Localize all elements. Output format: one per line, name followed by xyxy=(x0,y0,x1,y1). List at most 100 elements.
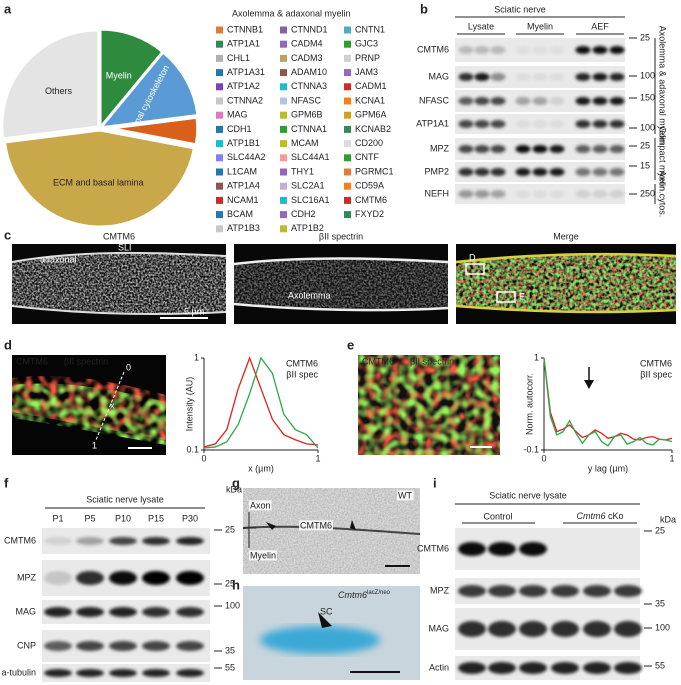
image-label: SC xyxy=(320,606,333,616)
blot-band xyxy=(519,585,547,597)
blot-band xyxy=(519,662,547,674)
series-line xyxy=(203,356,319,449)
legend-item: THY1 xyxy=(291,166,314,176)
blot-band xyxy=(109,607,137,617)
legend-swatch xyxy=(280,40,287,48)
blot-band xyxy=(609,168,625,176)
arrowhead xyxy=(584,380,594,389)
roi-box xyxy=(496,291,516,303)
x-tick-label: 0 xyxy=(541,453,546,463)
legend-item: NCAM1 xyxy=(227,195,259,205)
marker-kda: 25 xyxy=(655,525,665,535)
blot-band xyxy=(44,669,72,677)
blot-band xyxy=(614,662,642,674)
legend-item: CADM4 xyxy=(291,39,323,49)
blot-band xyxy=(515,168,531,176)
blot-band xyxy=(575,168,591,176)
blot-band xyxy=(76,669,104,677)
blot-title: Sciatic nerve xyxy=(494,4,546,14)
series-line xyxy=(543,357,673,447)
legend-entry: βII spec xyxy=(640,369,672,379)
legend-item: PGRMC1 xyxy=(355,166,394,176)
blot-band xyxy=(76,641,104,651)
blot-band xyxy=(142,537,170,545)
blot-band xyxy=(592,190,608,198)
blot-band xyxy=(532,168,548,176)
label-bg xyxy=(249,500,272,511)
blot-band xyxy=(109,537,137,545)
pie-slice xyxy=(5,130,194,227)
legend-item: ATP1B2 xyxy=(291,223,324,233)
blot-band xyxy=(575,73,591,81)
legend-item: L1CAM xyxy=(227,166,257,176)
legend-title: Axolemma & adaxonal myelin xyxy=(232,8,351,18)
legend-item: CTNNA2 xyxy=(227,95,263,105)
blot-band xyxy=(458,73,474,81)
blot-band xyxy=(532,145,548,153)
annotation: E xyxy=(519,291,525,301)
blot-band xyxy=(575,190,591,198)
group-label: Control xyxy=(483,511,512,521)
legend-item: GJC3 xyxy=(355,39,378,49)
image-title: Merge xyxy=(553,231,579,241)
blot-band xyxy=(609,97,625,105)
marker-kda: 25 xyxy=(640,32,650,42)
legend-swatch xyxy=(344,54,351,62)
panel-label: a xyxy=(4,1,12,16)
legend-swatch xyxy=(216,26,223,34)
x-tick-label: 0 xyxy=(201,453,206,463)
legend-item: CNTF xyxy=(355,152,379,162)
legend-item: KCNAB2 xyxy=(355,124,391,134)
legend-swatch xyxy=(344,211,351,219)
y-tick-label: -0.1 xyxy=(523,444,539,454)
blot-row-label: CMTM6 xyxy=(417,44,449,54)
y-tick-label: 0.1 xyxy=(186,444,199,454)
legend-entry: CMTM6 xyxy=(640,358,672,368)
image-label: CMTM6 xyxy=(362,356,394,366)
annotation: adaxonal xyxy=(40,254,77,264)
blot-band xyxy=(142,669,170,677)
legend-swatch xyxy=(216,154,223,162)
pixels-green xyxy=(358,355,500,455)
legend-swatch xyxy=(344,196,351,204)
image-label: CMTM6 xyxy=(300,520,332,530)
legend-swatch xyxy=(344,125,351,133)
blot-band xyxy=(515,190,531,198)
panel-label: h xyxy=(232,577,240,592)
legend-swatch xyxy=(344,154,351,162)
group-label: Cmtm6 cKo xyxy=(576,511,623,521)
legend-item: ATP1B1 xyxy=(227,138,260,148)
image-title: βII spectrin xyxy=(319,231,363,241)
legend-item: SLC44A2 xyxy=(227,152,266,162)
marker-kda: 35 xyxy=(655,598,665,608)
blot-band xyxy=(142,607,170,617)
image-label: βII spectrin xyxy=(410,356,454,366)
blot-band xyxy=(142,571,170,585)
legend-item: GPM6A xyxy=(355,110,387,120)
panel-label: b xyxy=(420,1,428,16)
blot-row-label: CMTM6 xyxy=(4,535,36,545)
lane-label: P1 xyxy=(52,513,63,523)
line-label: 1 xyxy=(92,440,97,450)
blot-band xyxy=(515,97,531,105)
x-axis-label: y lag (µm) xyxy=(588,463,628,473)
annotation: Axolemma xyxy=(288,290,331,300)
panel-label: e xyxy=(347,337,354,352)
panel-label: d xyxy=(4,337,12,352)
blot-band xyxy=(551,621,579,637)
annotation: 5 µm xyxy=(184,306,204,316)
annotation: D xyxy=(469,252,476,262)
gene-name: Cmtm6 xyxy=(576,511,605,521)
pie-label: Myelin xyxy=(106,70,132,80)
legend-item: SLC2A1 xyxy=(291,181,325,191)
blot-row-label: NEFH xyxy=(425,188,450,198)
blot-band xyxy=(575,145,591,153)
fiber-edge xyxy=(455,304,677,314)
blot-band xyxy=(515,120,531,128)
blot-band xyxy=(609,46,625,54)
blot-band xyxy=(488,662,516,674)
blot-band xyxy=(490,73,506,81)
arrowhead xyxy=(350,520,356,530)
legend-swatch xyxy=(280,225,287,233)
